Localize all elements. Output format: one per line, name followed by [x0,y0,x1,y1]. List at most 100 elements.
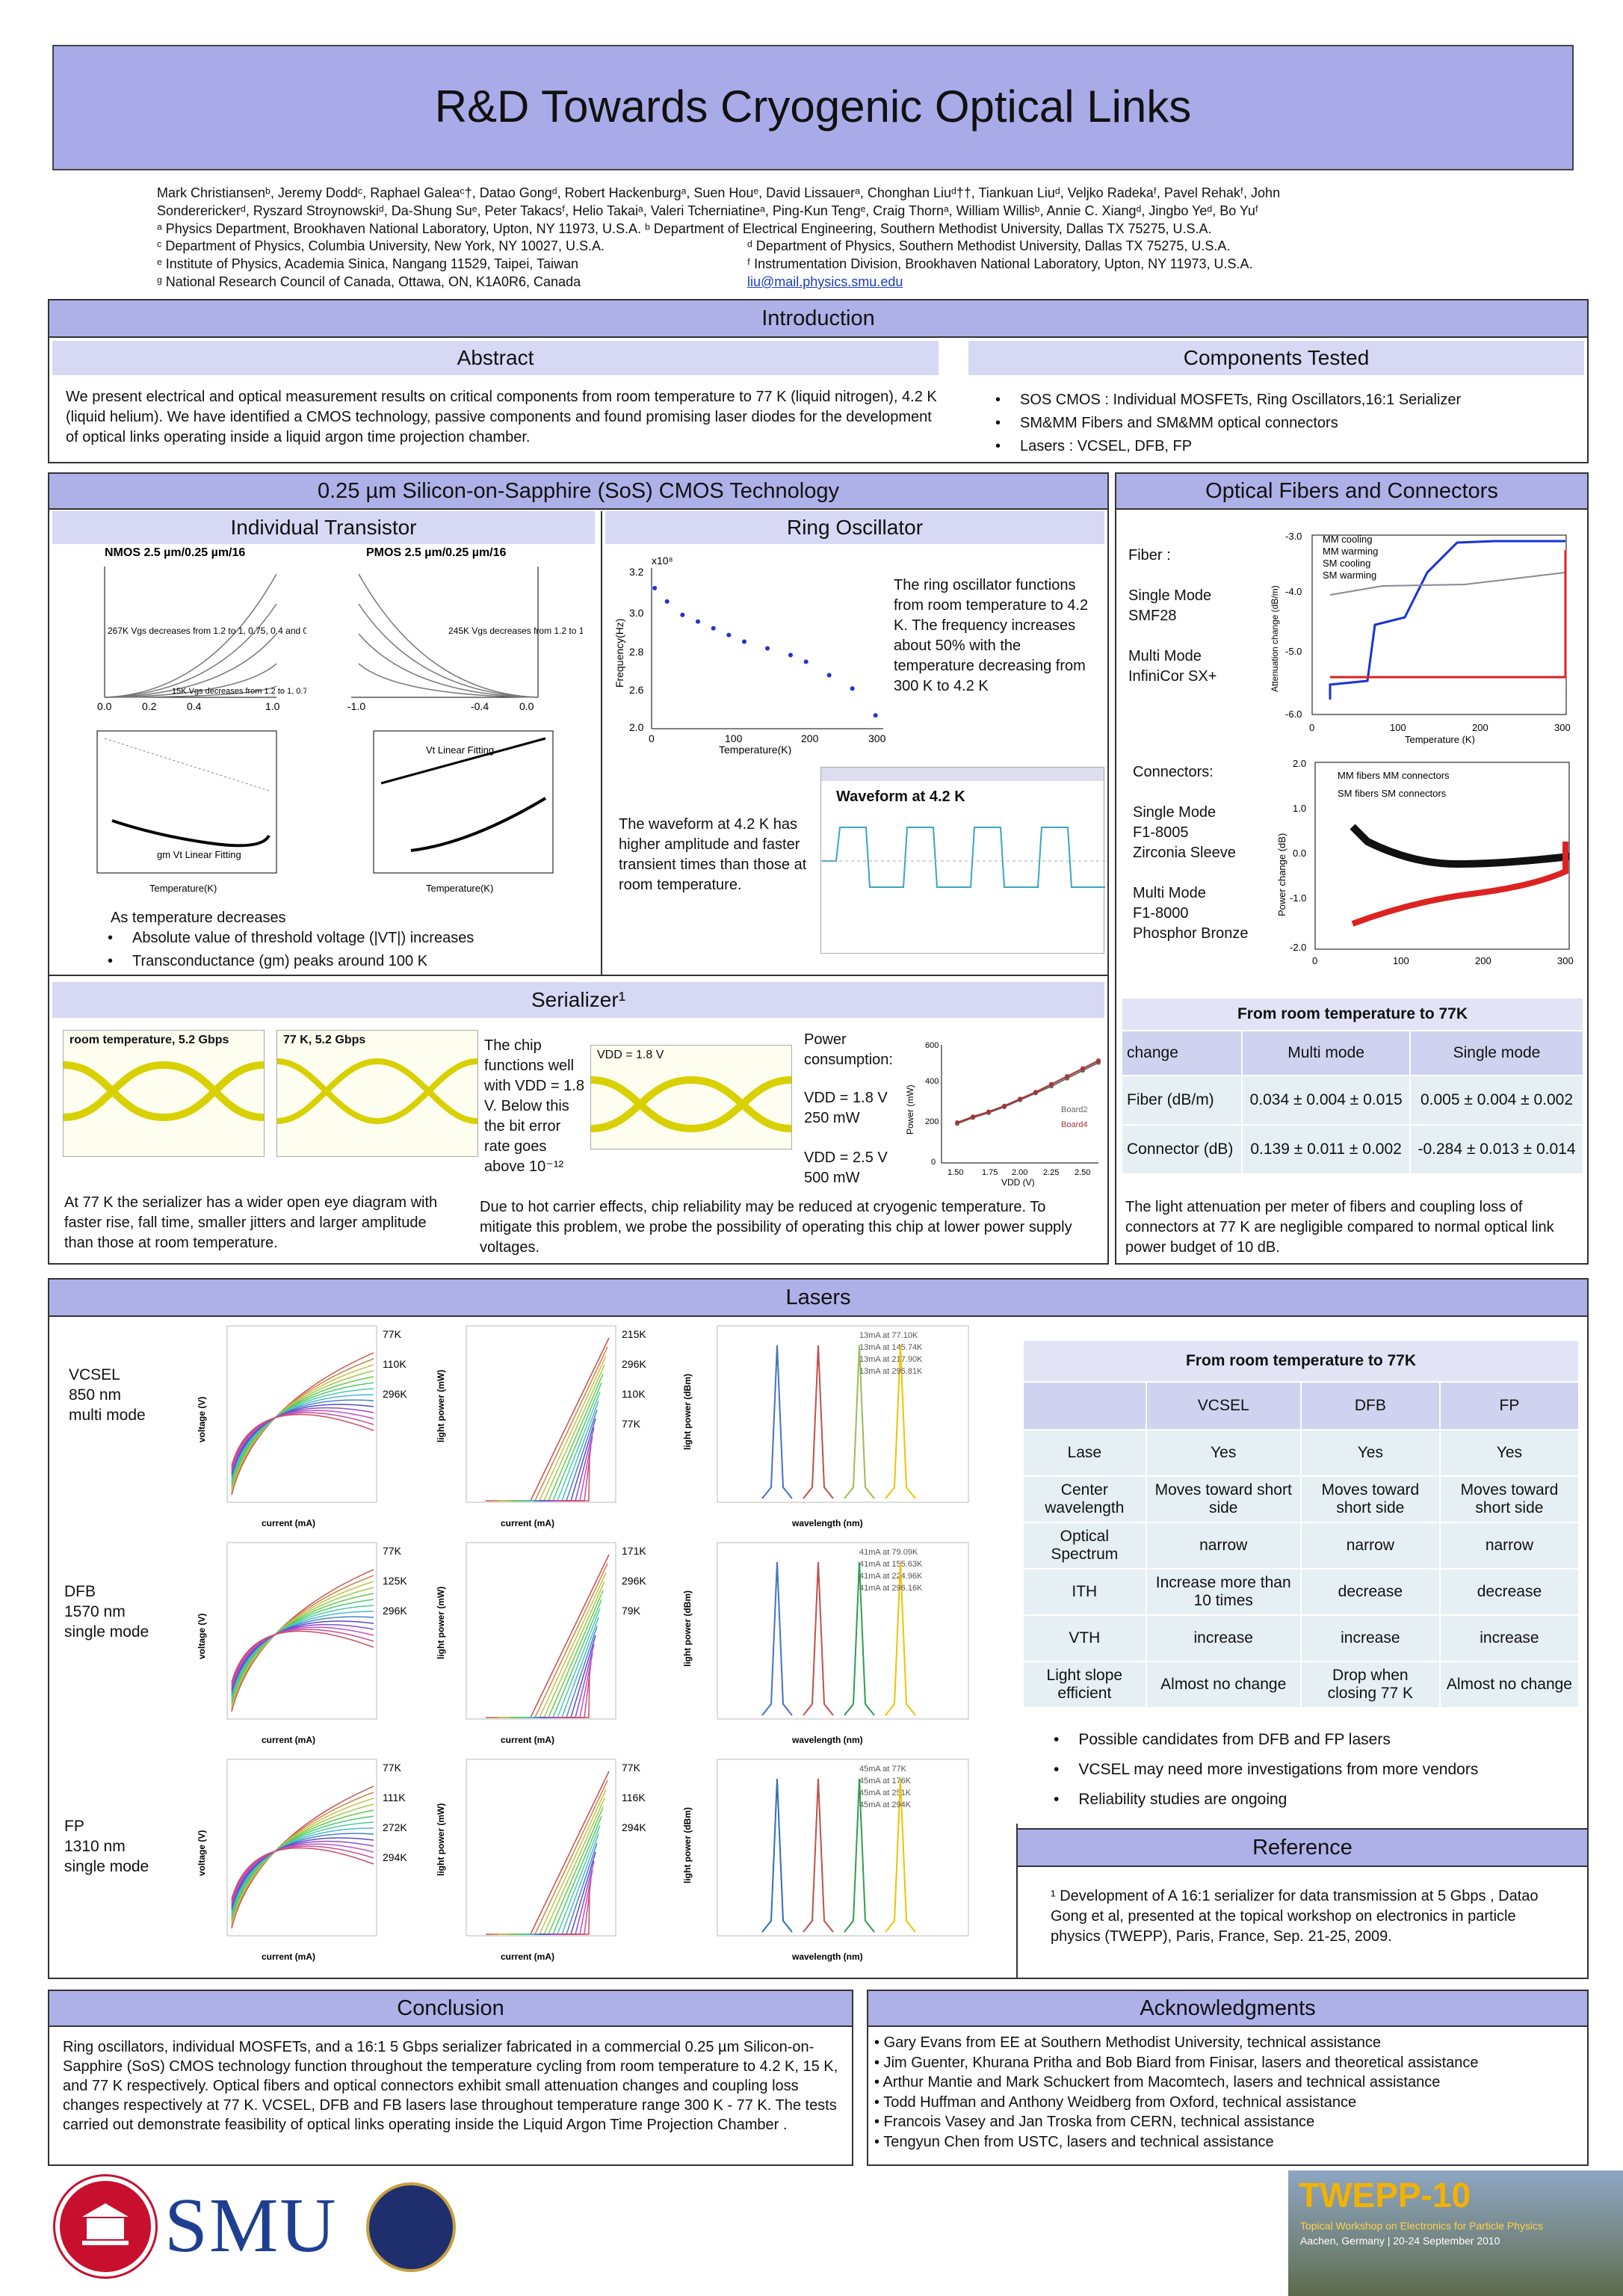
table-row: ITH Increase more than 10 times decrease de… [1022,1568,1580,1616]
table-row: Optical Spectrum narrow narrow narrow [1022,1522,1580,1570]
table-cell: decrease [1438,1568,1580,1616]
chip-text: The chip functions well with VDD = 1.8 V… [484,1037,584,1175]
author-line-1: Mark Christiansenᵇ, Jeremy Doddᶜ, Raphae… [157,185,1281,200]
conn-mm-1: F1-8000 [1133,905,1189,922]
smu-logo-text: SMU [164,2182,338,2268]
pc-legend-0: MM fibers MM connectors [1338,770,1450,781]
pc-ylabel: Power change (dB) [1276,833,1287,916]
laser-temp-label: 77K [383,1328,402,1340]
svg-text:voltage (V): voltage (V) [197,1397,207,1442]
ring-text-1: The ring oscillator functions from room … [894,577,1089,694]
svg-text:wavelength (nm): wavelength (nm) [791,1951,863,1962]
list-item: Possible candidates from DFB and FP lase… [1043,1725,1478,1755]
svg-text:3.2: 3.2 [629,566,644,578]
svg-text:0.0: 0.0 [97,700,112,712]
lasers-divider [1016,1824,1018,1979]
svg-text:1.0: 1.0 [1293,803,1306,814]
conn-sm-2: Zirconia Sleeve [1133,845,1236,861]
list-item: • Jim Guenter, Khurana Pritha and Bob Bi… [874,2054,1479,2071]
fp-mode: single mode [64,1858,149,1875]
fiber-mm-label: Multi Mode [1128,648,1202,664]
svg-text:2.8: 2.8 [629,646,644,658]
vcsel-label: VCSEL 850 nm multi mode [69,1365,146,1425]
fp-wl: 1310 nm [64,1838,126,1855]
svg-text:wavelength (nm): wavelength (nm) [791,1518,863,1528]
scope-toolbar [821,768,1104,781]
svg-text:0: 0 [1312,955,1317,966]
table-cell: Yes [1145,1429,1302,1477]
power-1: VDD = 1.8 V 250 mW [804,1090,888,1126]
svg-text:-6.0: -6.0 [1285,709,1302,720]
svg-text:light power (dBm): light power (dBm) [682,1374,693,1450]
power-point [955,1120,959,1126]
affiliation-c: ᶜ Department of Physics, Columbia Univer… [157,238,605,253]
temp-label-p: Temperature(K) [426,883,493,894]
pmos-note: 245K Vgs decreases from 1.2 to 1, 0.75, … [448,626,583,636]
svg-text:0.0: 0.0 [519,700,534,712]
eye1-trace [63,1061,265,1122]
conn-mm-2: Phosphor Bronze [1133,925,1249,942]
abstract-text: We present electrical and optical measur… [66,389,937,445]
ring-freq-point [696,619,700,624]
laser-th-0 [1022,1381,1147,1431]
svg-text:41mA at 296.16K: 41mA at 296.16K [859,1584,923,1593]
svg-text:0: 0 [931,1158,936,1167]
laser-temp-label: 110K [622,1388,646,1400]
laser-temp-label: 111K [383,1792,406,1803]
twepp-logo: TWEPP-10 Topical Workshop on Electronics… [1288,2170,1623,2296]
laser-temp-label: 77K [622,1418,641,1430]
fiber-desc: Fiber : Single Mode SMF28 Multi Mode Inf… [1128,546,1217,687]
svg-text:1.75: 1.75 [982,1168,998,1177]
laser-temp-label: 296K [622,1358,646,1370]
svg-text:100: 100 [1393,955,1409,966]
eye2-trace [276,1058,478,1125]
table-cell: Increase more than 10 times [1145,1568,1302,1616]
serializer-right-text: Due to hot carrier effects, chip reliabi… [480,1199,1072,1256]
svg-text:41mA at 224.96K: 41mA at 224.96K [859,1572,923,1581]
dfb-label: DFB 1570 nm single mode [64,1581,149,1642]
svg-text:2.25: 2.25 [1043,1168,1059,1177]
fiber-sm-val: SMF28 [1128,608,1177,624]
power-point [986,1109,991,1114]
author-line-2: Sondererickerᵈ, Ryszard Stroynowskiᵈ, Da… [157,203,1259,218]
table-row: Center wavelength Moves toward short side… [1022,1475,1580,1523]
laser-1-spectrum-chart: 41mA at 79.09K 41mA at 155.63K 41mA at 224… [682,1542,969,1745]
table-cell: Moves toward short side [1438,1475,1580,1523]
power-point [1018,1096,1022,1102]
laser-temp-label: 215K [622,1328,646,1340]
laser-temp-label: 110K [383,1358,406,1370]
svg-text:0.0: 0.0 [1293,848,1306,859]
pc-legend-1: SM fibers SM connectors [1338,788,1447,799]
email-link[interactable]: liu@mail.physics.smu.edu [747,274,903,289]
laser-0-voltage-chart: 77K 110K 296K current (mA) voltage (V) [197,1325,407,1528]
page-title: R&D Towards Cryogenic Optical Links [434,81,1192,132]
svg-text:light power (mW): light power (mW) [436,1370,446,1442]
power-series-1 [956,1060,1099,1123]
svg-text:current (mA): current (mA) [262,1735,315,1745]
table-cell: 0.034 ± 0.004 ± 0.015 [1241,1075,1411,1126]
svg-text:voltage (V): voltage (V) [197,1830,207,1876]
svg-text:light power (dBm): light power (dBm) [682,1590,693,1667]
svg-text:13mA at 77.10K: 13mA at 77.10K [859,1331,918,1340]
laser-2-spectrum-chart: 45mA at 77K 45mA at 176K 45mA at 251K 45mA … [682,1759,969,1962]
fiber-table: From room temperature to 77K change Multi… [1120,997,1585,1175]
svg-text:300: 300 [1557,955,1574,966]
vcsel-wl: 850 nm [69,1386,122,1404]
laser-temp-label: 77K [383,1545,402,1557]
laser-th-3: FP [1438,1381,1580,1431]
svg-text:-0.4: -0.4 [471,700,489,712]
ring-freq-point [664,599,670,604]
ring-freq-point [711,626,716,631]
dfb-mode: single mode [64,1623,149,1641]
sos-hdivider [48,975,1109,976]
smu-seal-logo [55,2176,155,2277]
svg-text:200: 200 [1475,955,1491,966]
ring-ylabel: Frequency(Hz) [614,618,625,688]
waveform-label: Waveform at 4.2 K [836,789,965,805]
fp-name: FP [64,1818,84,1835]
laser-temp-label: 296K [383,1605,407,1617]
laser-table-title: From room temperature to 77K [1022,1339,1580,1383]
list-item: Absolute value of threshold voltage (|VT… [97,927,474,950]
conn-mm: Multi Mode [1133,885,1206,901]
power-series-0 [956,1061,1099,1125]
